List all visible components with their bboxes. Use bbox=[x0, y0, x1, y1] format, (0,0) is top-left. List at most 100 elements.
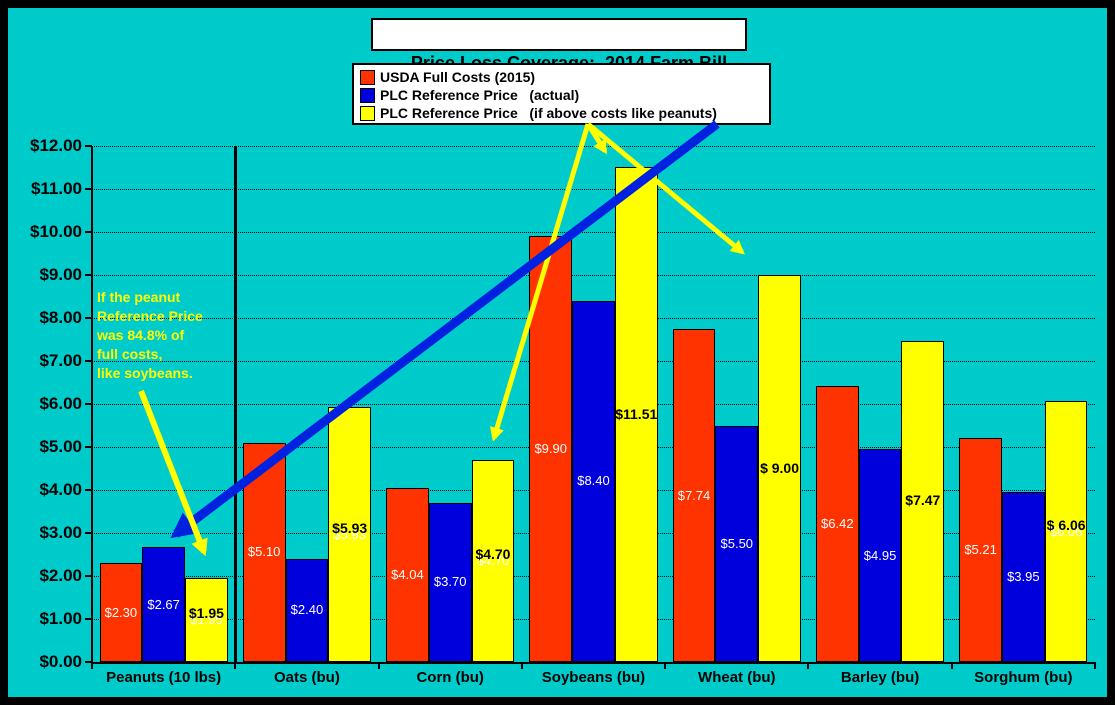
annotation-note-line: like soybeans. bbox=[97, 365, 193, 381]
y-axis-label: $6.00 bbox=[39, 394, 82, 413]
y-tick bbox=[85, 661, 92, 663]
x-tick bbox=[807, 664, 810, 669]
annotation-note-line: Reference Price bbox=[97, 308, 203, 324]
legend-label: USDA Full Costs (2015) bbox=[380, 69, 536, 85]
bar-PLC Reference Price (if above costs like peanuts)-Sorghum (bu) bbox=[1044, 401, 1088, 662]
bar-value-label: $2.40 bbox=[290, 602, 324, 618]
category-label-Barley (bu): Barley (bu) bbox=[840, 669, 920, 686]
x-tick bbox=[234, 664, 237, 669]
bar-PLC Reference Price (actual)-Sorghum (bu) bbox=[1001, 492, 1045, 662]
y-axis-label: $0.00 bbox=[39, 652, 82, 671]
bar-USDA Full Costs (2015)-Barley (bu) bbox=[815, 385, 859, 662]
y-axis-label: $8.00 bbox=[39, 308, 82, 327]
bar-value-label: $3.70 bbox=[433, 574, 467, 590]
gridline-$9.00 bbox=[92, 275, 1095, 276]
bar-value-label: $8.40 bbox=[577, 473, 610, 489]
x-tick bbox=[950, 664, 953, 669]
y-tick bbox=[85, 575, 92, 577]
gridline-$10.00 bbox=[92, 232, 1095, 233]
y-axis-label: $11.00 bbox=[30, 179, 82, 198]
legend: USDA Full Costs (2015) PLC Reference Pri… bbox=[352, 63, 771, 125]
y-tick bbox=[85, 446, 92, 448]
legend-swatch-blue bbox=[360, 87, 375, 103]
y-tick bbox=[85, 489, 92, 491]
y-tick bbox=[85, 231, 92, 233]
category-label-Peanuts (10 lbs): Peanuts (10 lbs) bbox=[106, 669, 222, 686]
annotation-note: If the peanut Reference Price was 84.8% … bbox=[97, 288, 257, 383]
bar-value-label: $5.10 bbox=[247, 544, 281, 560]
bar-value-label: $4.70 bbox=[475, 545, 511, 562]
y-axis-label: $9.00 bbox=[39, 265, 82, 284]
y-axis-label: $7.00 bbox=[39, 351, 82, 370]
chart-canvas: Price Loss Coverage: 2014 Farm Bill USDA… bbox=[8, 8, 1107, 697]
category-label-Oats (bu): Oats (bu) bbox=[274, 669, 340, 686]
y-axis-label: $12.00 bbox=[30, 136, 82, 155]
bar-value-label: $4.95 bbox=[863, 547, 897, 563]
bar-value-label: $2.30 bbox=[104, 604, 138, 620]
legend-label: PLC Reference Price (if above costs like… bbox=[380, 105, 717, 121]
y-axis-label: $10.00 bbox=[30, 222, 82, 241]
y-axis-label: $5.00 bbox=[39, 437, 82, 456]
bar-value-label: $ 9.00 bbox=[760, 459, 800, 476]
legend-swatch-red bbox=[360, 69, 375, 85]
bar-value-label-shadow: $1.95 bbox=[190, 612, 223, 628]
legend-swatch-yellow bbox=[360, 105, 375, 121]
x-tick bbox=[520, 664, 523, 669]
x-tick bbox=[377, 664, 380, 669]
bar-value-label: $5.21 bbox=[964, 541, 997, 557]
y-tick bbox=[85, 145, 92, 147]
bar-PLC Reference Price (actual)-Barley (bu) bbox=[858, 449, 902, 662]
y-tick bbox=[85, 188, 92, 190]
bar-value-label: $3.95 bbox=[1007, 569, 1040, 585]
y-axis-label: $4.00 bbox=[39, 480, 82, 499]
bar-value-label: $9.90 bbox=[534, 441, 567, 457]
bar-value-label: $5.50 bbox=[720, 535, 754, 551]
bar-PLC Reference Price (if above costs like peanuts)-Peanuts (10 lbs) bbox=[185, 578, 228, 662]
x-tick bbox=[91, 664, 93, 669]
annotation-note-line: If the peanut bbox=[97, 289, 181, 305]
category-label-Sorghum (bu): Sorghum (bu) bbox=[974, 669, 1073, 686]
y-axis-label: $3.00 bbox=[39, 523, 82, 542]
y-tick bbox=[85, 618, 92, 620]
bar-value-label-shadow: $6.06 bbox=[1049, 523, 1083, 539]
peanuts-separator-line bbox=[234, 146, 238, 662]
gridline-$11.00 bbox=[92, 189, 1095, 190]
x-axis bbox=[91, 662, 1096, 664]
category-label-Soybeans (bu): Soybeans (bu) bbox=[541, 669, 646, 686]
y-tick bbox=[85, 317, 92, 319]
y-axis bbox=[91, 146, 93, 664]
bar-value-label: $5.93 bbox=[332, 519, 368, 536]
annotation-note-line: full costs, bbox=[97, 346, 163, 362]
legend-label: PLC Reference Price (actual) bbox=[380, 87, 580, 103]
bar-value-label: $7.47 bbox=[905, 492, 941, 509]
bar-value-label-shadow: $4.70 bbox=[476, 552, 510, 568]
category-label-Corn (bu): Corn (bu) bbox=[416, 669, 484, 686]
annotation-note-line: was 84.8% of bbox=[97, 327, 185, 343]
y-axis-label: $1.00 bbox=[39, 609, 82, 628]
chart-title: Price Loss Coverage: 2014 Farm Bill bbox=[371, 18, 747, 73]
gridline-$12.00 bbox=[92, 146, 1095, 147]
bar-PLC Reference Price (if above costs like peanuts)-Wheat (bu) bbox=[758, 275, 801, 662]
bar-USDA Full Costs (2015)-Sorghum (bu) bbox=[959, 437, 1002, 662]
y-tick bbox=[85, 360, 92, 362]
bar-value-label: $2.67 bbox=[147, 596, 180, 612]
bar-value-label: $7.74 bbox=[677, 487, 711, 503]
x-tick bbox=[1094, 664, 1096, 669]
category-label-Wheat (bu): Wheat (bu) bbox=[698, 669, 776, 686]
bar-PLC Reference Price (actual)-Peanuts (10 lbs) bbox=[142, 547, 185, 662]
y-axis-label: $2.00 bbox=[39, 566, 82, 585]
y-tick bbox=[85, 403, 92, 405]
bar-value-label: $1.95 bbox=[188, 605, 224, 622]
legend-item-plc-actual: PLC Reference Price (actual) bbox=[360, 86, 769, 104]
note-arrow-to-peanuts-yellow-bar bbox=[138, 389, 208, 557]
bar-value-label: $6.42 bbox=[821, 515, 854, 531]
bar-PLC Reference Price (actual)-Oats (bu) bbox=[285, 558, 329, 662]
bar-value-label: $4.04 bbox=[391, 567, 424, 583]
bar-USDA Full Costs (2015)-Peanuts (10 lbs) bbox=[99, 563, 143, 662]
bar-value-label: $ 6.06 bbox=[1046, 516, 1086, 533]
legend-item-plc-if-above-costs: PLC Reference Price (if above costs like… bbox=[360, 104, 769, 122]
y-tick bbox=[85, 274, 92, 276]
bar-PLC Reference Price (actual)-Wheat (bu) bbox=[715, 425, 759, 662]
legend-item-usda-full-costs: USDA Full Costs (2015) bbox=[360, 68, 769, 86]
